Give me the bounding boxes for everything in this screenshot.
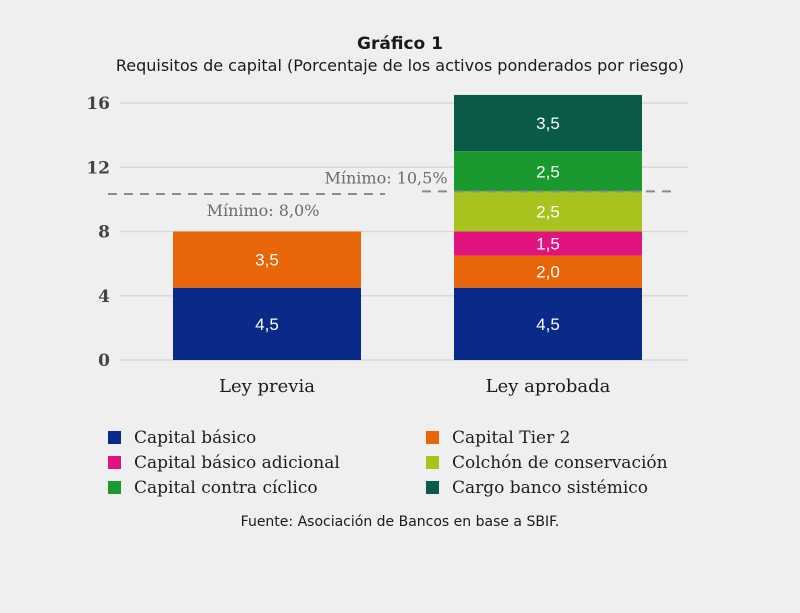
bar-segment-colchon-de-conservacion bbox=[454, 191, 642, 232]
legend-item-capital-contra-ciclico: Capital contra cíclico bbox=[108, 477, 426, 498]
minimum-label-ley-previa: Mínimo: 8,0% bbox=[207, 201, 320, 220]
legend-item-capital-tier-2: Capital Tier 2 bbox=[426, 427, 706, 448]
bar-segment-cargo-banco-sistemico bbox=[454, 94, 642, 152]
legend-label: Capital básico adicional bbox=[134, 452, 340, 473]
legend-label: Capital básico bbox=[134, 427, 257, 448]
chart-source: Fuente: Asociación de Bancos en base a S… bbox=[240, 514, 560, 530]
legend-label: Capital Tier 2 bbox=[452, 427, 571, 448]
bar-segment-capital-basico bbox=[173, 287, 361, 360]
legend-swatch bbox=[108, 481, 121, 494]
bar-segment-capital-contra-ciclico bbox=[454, 151, 642, 192]
y-tick-label: 12 bbox=[86, 158, 110, 178]
bar-segment-capital-tier-2 bbox=[173, 231, 361, 288]
data-label: 3,5 bbox=[255, 251, 279, 270]
data-label: 1,5 bbox=[536, 235, 560, 254]
data-label: 3,5 bbox=[536, 114, 560, 133]
y-tick-label: 16 bbox=[86, 94, 110, 114]
bar-segment-capital-tier-2 bbox=[454, 255, 642, 288]
stacked-bar-chart: 0 4 8 12 16 4,5 3,5 Ley previa 4,5 2,0 1,5 2,5 2,5 3,… bbox=[86, 94, 688, 397]
legend-label: Colchón de conservación bbox=[452, 452, 668, 473]
data-label: 2,5 bbox=[536, 202, 560, 221]
y-tick-label: 8 bbox=[98, 223, 110, 243]
bar-segment-capital-basico bbox=[454, 287, 642, 360]
legend-swatch bbox=[108, 431, 121, 444]
minimum-label-ley-aprobada: Mínimo: 10,5% bbox=[324, 168, 447, 187]
legend-swatch bbox=[108, 456, 121, 469]
data-label: 4,5 bbox=[255, 315, 279, 334]
legend-swatch bbox=[426, 481, 439, 494]
legend-swatch bbox=[426, 431, 439, 444]
x-tick-label: Ley aprobada bbox=[486, 376, 611, 397]
data-label: 4,5 bbox=[536, 315, 560, 334]
legend-swatch bbox=[426, 456, 439, 469]
bar-segment-capital-basico-adicional bbox=[454, 231, 642, 256]
legend-item-capital-basico: Capital básico bbox=[108, 427, 426, 448]
legend-item-capital-basico-adicional: Capital básico adicional bbox=[108, 452, 426, 473]
chart-subtitle: Requisitos de capital (Porcentaje de los… bbox=[115, 56, 685, 75]
y-tick-label: 4 bbox=[98, 287, 110, 307]
legend-item-cargo-banco-sistemico: Cargo banco sistémico bbox=[426, 477, 706, 498]
data-label: 2,5 bbox=[536, 162, 560, 181]
data-label: 2,0 bbox=[536, 263, 560, 282]
chart-title: Gráfico 1 bbox=[357, 34, 443, 54]
legend-item-colchon-de-conservacion: Colchón de conservación bbox=[426, 452, 706, 473]
x-tick-label: Ley previa bbox=[219, 376, 315, 397]
legend-label: Cargo banco sistémico bbox=[452, 477, 649, 498]
chart-legend: Capital básico Capital Tier 2 Capital bási… bbox=[108, 427, 708, 498]
legend-label: Capital contra cíclico bbox=[134, 477, 318, 498]
y-tick-label: 0 bbox=[98, 351, 110, 371]
